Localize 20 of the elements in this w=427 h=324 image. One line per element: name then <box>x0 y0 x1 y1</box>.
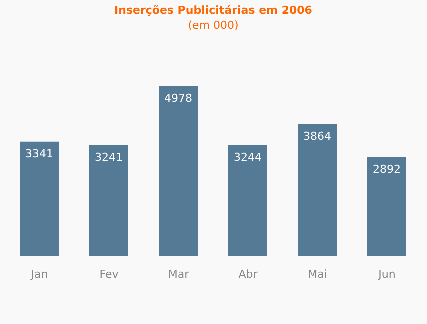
chart-title: Inserções Publicitárias em 2006 <box>114 4 314 17</box>
bar <box>20 142 59 256</box>
x-tick-label: Jan <box>30 268 48 281</box>
data-label: 3864 <box>304 130 332 143</box>
data-label: 3341 <box>26 148 54 161</box>
x-tick-label: Mar <box>168 268 190 281</box>
data-label: 3244 <box>234 151 262 164</box>
bar <box>90 145 128 256</box>
x-tick-label: Mai <box>308 268 328 281</box>
data-label: 3241 <box>95 151 123 164</box>
bar <box>298 124 337 256</box>
bar <box>228 145 268 256</box>
chart-subtitle: (em 000) <box>187 19 240 32</box>
x-tick-label: Jun <box>378 268 396 281</box>
data-label: 4978 <box>164 92 192 105</box>
bar <box>159 86 198 256</box>
x-tick-label: Fev <box>100 268 120 281</box>
x-tick-label: Abr <box>238 268 258 281</box>
bar <box>368 157 406 256</box>
data-label: 2892 <box>373 163 401 176</box>
